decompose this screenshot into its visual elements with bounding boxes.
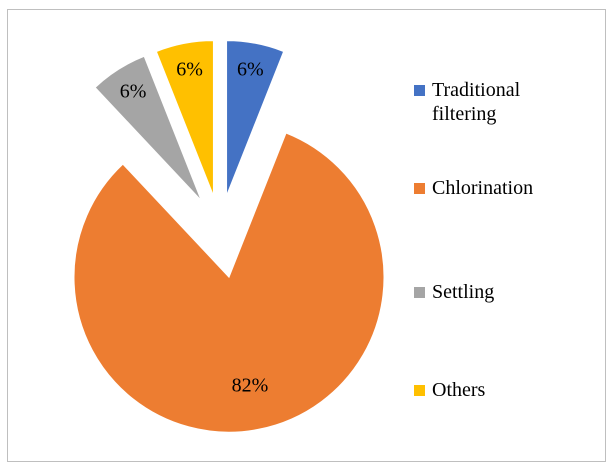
legend-item: Chlorination bbox=[414, 176, 552, 200]
legend-label: Settling bbox=[432, 281, 495, 303]
legend-swatch bbox=[414, 385, 425, 396]
legend-swatch bbox=[414, 85, 425, 96]
legend-label: Others bbox=[432, 379, 486, 401]
legend-label: Traditional filtering bbox=[432, 79, 521, 125]
pie-slice bbox=[94, 55, 202, 201]
legend-swatch bbox=[414, 183, 425, 194]
data-label: 82% bbox=[232, 374, 269, 396]
pie-slice bbox=[226, 40, 285, 196]
pie-slice bbox=[73, 132, 385, 433]
data-label: 6% bbox=[176, 58, 203, 80]
legend-item: Traditional filtering bbox=[414, 78, 552, 126]
data-label: 6% bbox=[237, 58, 264, 80]
legend-label: Chlorination bbox=[432, 177, 534, 199]
legend-item: Settling bbox=[414, 280, 552, 304]
legend-swatch bbox=[414, 287, 425, 298]
pie-slice bbox=[155, 40, 214, 196]
legend-item: Others bbox=[414, 378, 552, 402]
data-label: 6% bbox=[120, 81, 147, 103]
